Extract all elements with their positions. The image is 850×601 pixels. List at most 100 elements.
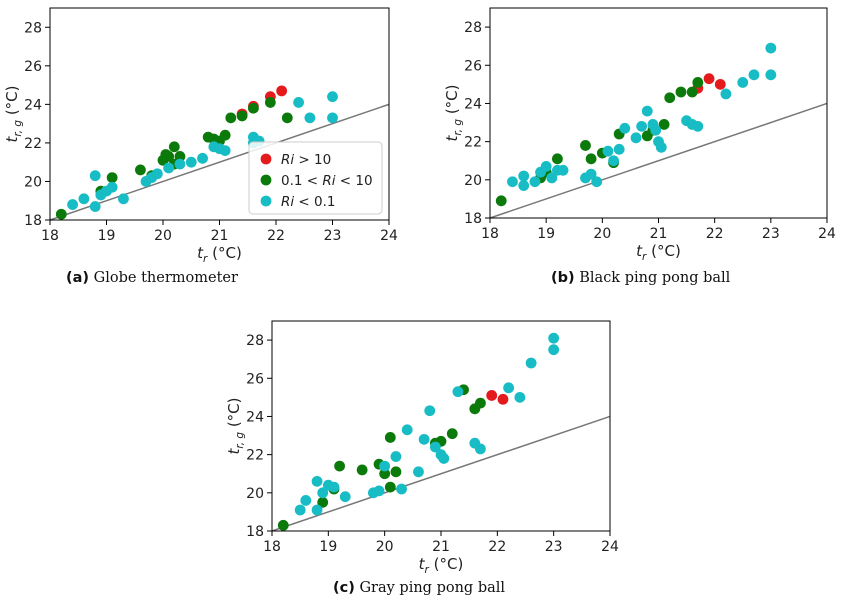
data-point-cyan [67,199,78,210]
data-point-green [236,110,248,122]
data-point-green [692,77,704,88]
data-point-green [264,97,276,108]
y-axis-label: tr, g (°C) [3,85,24,142]
data-point-cyan [748,69,760,81]
y-tick-label: 18 [246,524,264,540]
data-point-green [225,112,237,124]
data-point-cyan [151,168,163,180]
y-tick-label: 20 [464,173,482,189]
y-tick-label: 18 [464,211,482,227]
y-tick-label: 22 [246,448,264,464]
data-point-green [384,432,396,443]
data-point-cyan [429,441,441,453]
y-tick-label: 24 [24,97,42,113]
data-point-cyan [765,69,777,81]
data-point-cyan [557,164,569,176]
y-tick-label: 26 [464,58,482,74]
data-point-cyan [418,433,430,445]
data-point-cyan [507,176,518,188]
legend-label: Ri < 0.1 [281,194,336,210]
y-tick-label: 22 [464,135,482,151]
data-point-cyan [650,124,662,136]
data-point-cyan [219,145,231,157]
x-tick-label: 23 [324,228,342,244]
x-tick-label: 19 [98,228,116,244]
data-point-cyan [475,443,486,455]
data-point-cyan [548,332,560,344]
data-point-green [356,464,368,476]
x-tick-label: 20 [376,539,394,555]
y-tick-label: 28 [464,20,482,36]
axes-frame [489,7,828,219]
data-point-cyan [339,491,351,503]
data-point-green [585,153,597,165]
x-tick-label: 21 [432,539,450,555]
data-point-cyan [197,152,208,164]
data-point-red [497,393,509,405]
panel-caption: (a) Globe thermometer [66,270,238,286]
data-point-cyan [118,193,129,205]
x-tick-label: 23 [545,539,563,555]
data-point-cyan [619,122,631,134]
data-point-cyan [720,88,732,100]
y-axis-label: tr, g (°C) [443,84,464,141]
x-tick-label: 20 [593,226,611,242]
panel-caption: (c) Gray ping pong ball [333,580,505,596]
data-point-cyan [300,495,312,506]
data-point-cyan [655,141,667,153]
x-axis-label: tr (°C) [197,244,242,265]
data-point-cyan [452,386,464,398]
data-point-cyan [311,475,323,487]
data-point-cyan [89,201,101,212]
data-point-cyan [396,483,407,495]
data-point-green [334,460,345,472]
data-point-green [552,153,563,165]
data-point-cyan [585,168,597,180]
y-tick-label: 20 [24,174,42,190]
data-point-cyan [317,487,329,499]
data-point-green [658,119,670,130]
x-tick-label: 23 [762,226,780,242]
legend-marker-cyan [260,195,272,207]
data-point-cyan [602,145,614,157]
data-point-green [160,149,172,160]
x-tick-label: 18 [41,228,59,244]
data-point-cyan [518,180,530,191]
caption-text: Black ping pong ball [575,270,731,286]
data-point-cyan [514,391,526,403]
data-point-red [486,390,498,401]
y-tick-label: 20 [246,486,264,502]
data-point-cyan [737,77,749,88]
data-point-cyan [311,504,323,516]
x-axis-label: tr (°C) [419,555,464,576]
x-tick-label: 18 [481,226,499,242]
data-point-cyan [379,460,391,472]
data-point-green [475,397,486,409]
x-tick-label: 22 [706,226,724,242]
data-point-green [55,208,67,220]
data-point-cyan [106,181,118,193]
data-point-cyan [304,112,316,124]
legend-marker-green [260,174,272,186]
x-tick-label: 21 [211,228,229,244]
legend-marker-red [260,153,272,165]
x-tick-label: 20 [154,228,172,244]
data-point-green [168,141,180,153]
x-tick-label: 19 [319,539,337,555]
data-point-green [495,195,507,207]
x-tick-label: 24 [380,228,398,244]
reference-line [49,103,390,221]
data-point-cyan [438,453,450,464]
data-point-red [703,73,715,85]
data-point-cyan [765,42,777,54]
data-point-cyan [401,424,413,436]
data-point-green [281,112,293,124]
x-tick-label: 24 [601,539,619,555]
data-point-cyan [163,162,175,174]
data-point-cyan [518,170,530,182]
data-point-green [390,466,402,478]
x-tick-label: 18 [263,539,281,555]
data-point-green [277,519,289,531]
y-tick-label: 28 [24,20,42,36]
